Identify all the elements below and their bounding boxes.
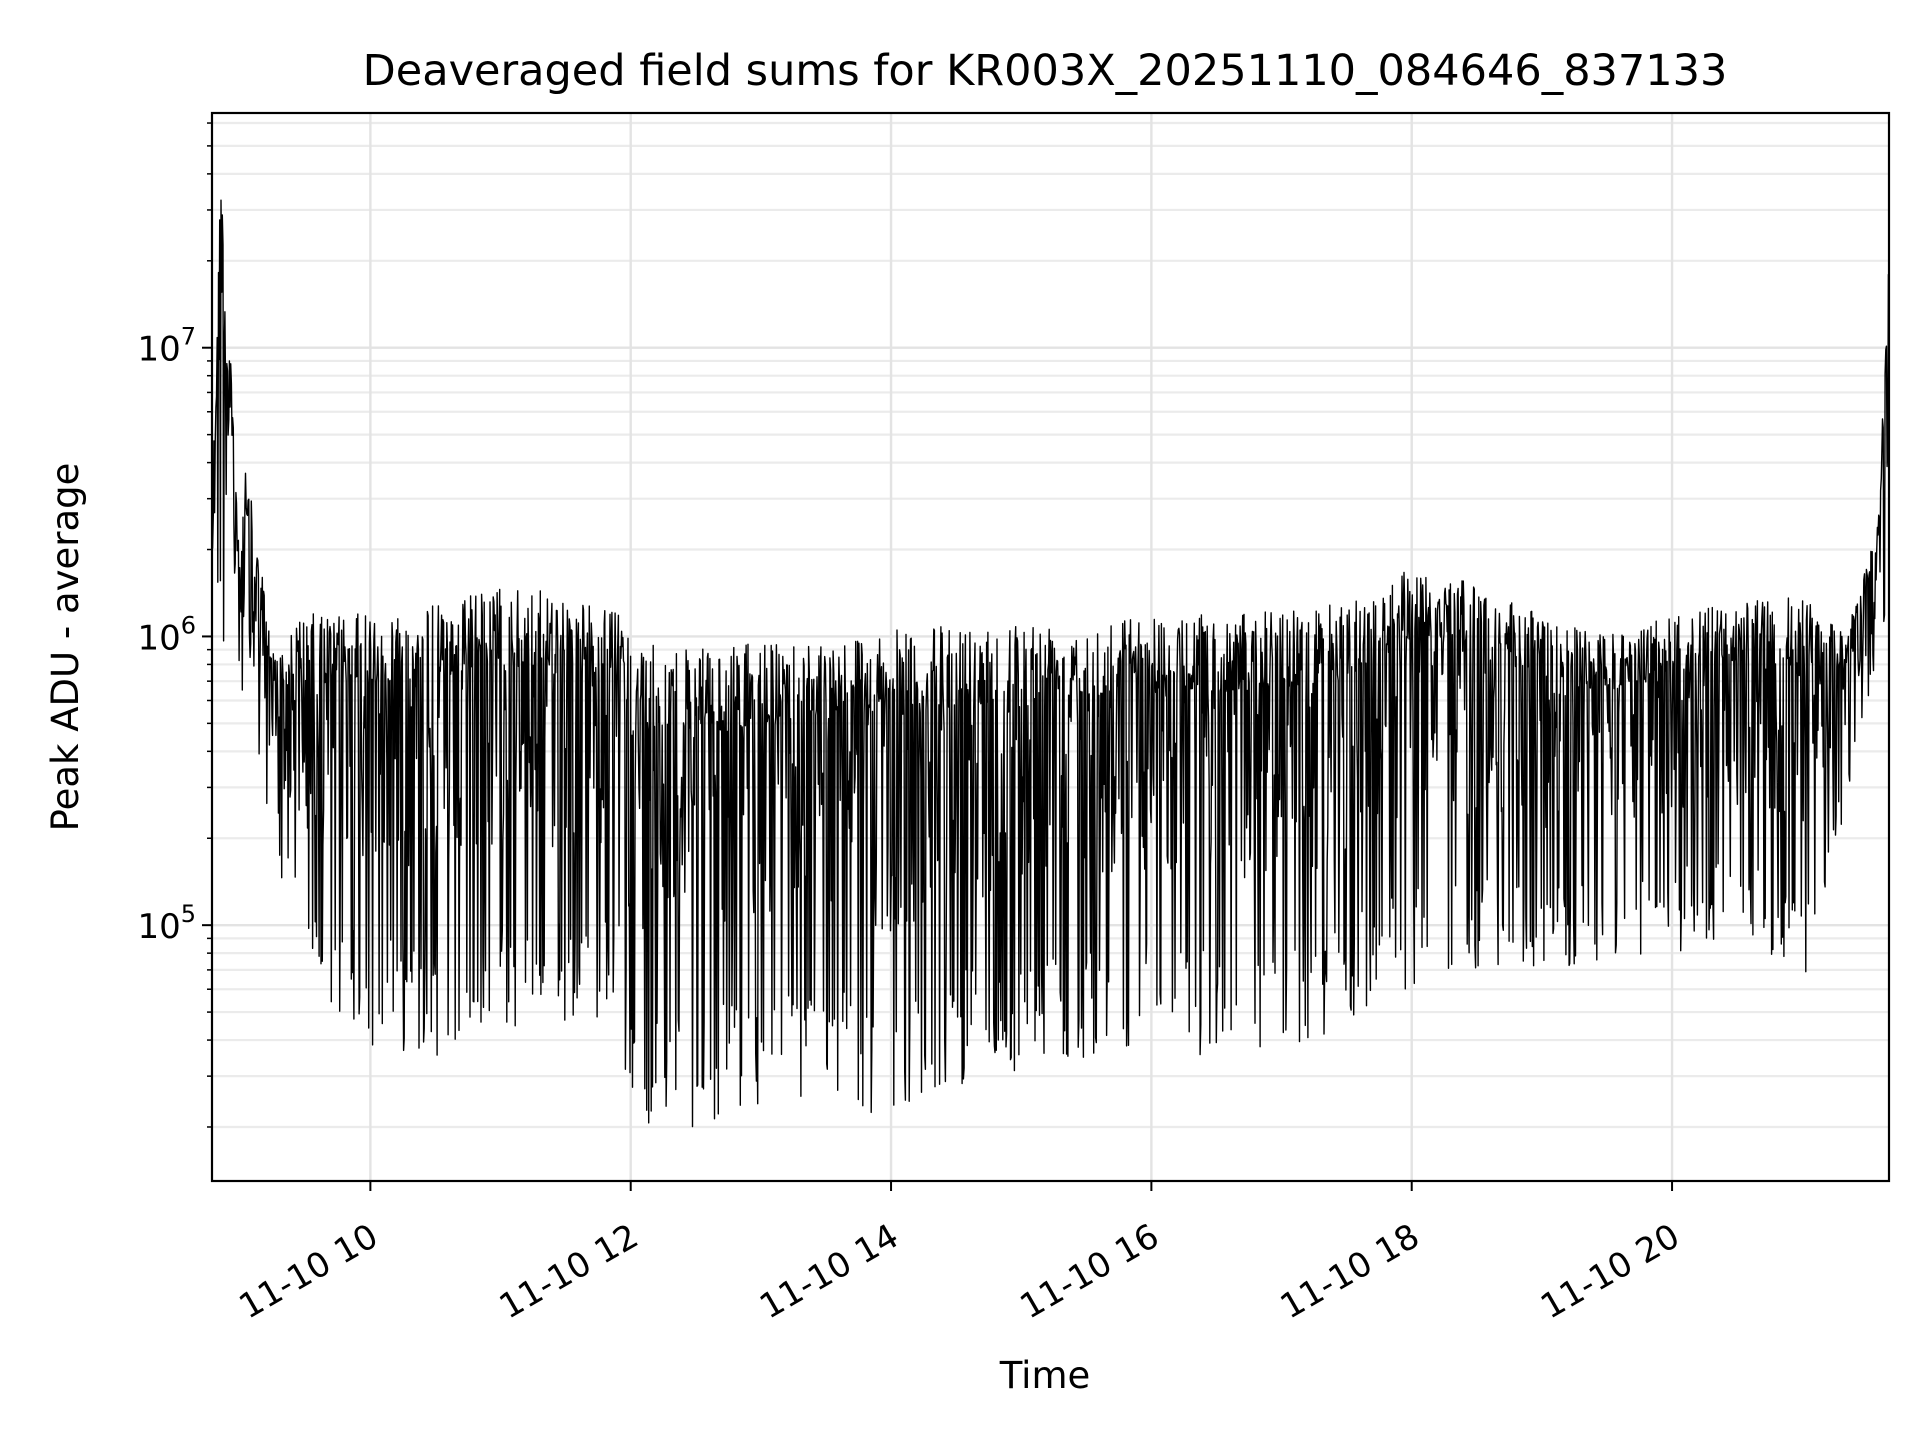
y-axis-label: Peak ADU - average	[44, 463, 87, 832]
chart-title: Deaveraged field sums for KR003X_2025111…	[363, 46, 1728, 96]
grid-major	[212, 113, 1889, 1181]
series-line	[211, 199, 1890, 1128]
x-axis-label: Time	[999, 1354, 1091, 1397]
series-layer	[211, 199, 1890, 1128]
plot-frame	[210, 111, 1891, 1183]
